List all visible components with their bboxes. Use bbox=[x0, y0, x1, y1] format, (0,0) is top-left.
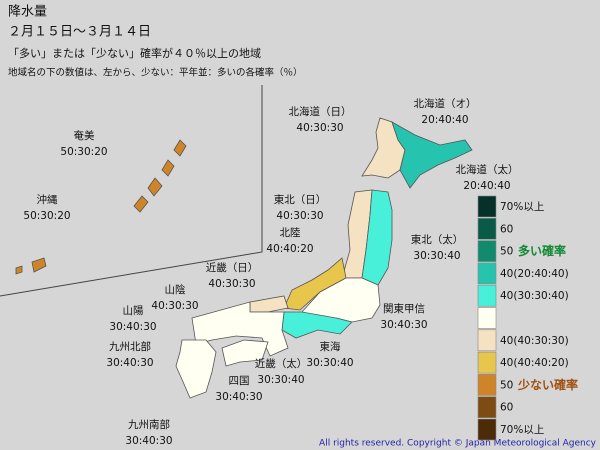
island bbox=[173, 139, 187, 157]
region-probs: 30:40:30 bbox=[109, 321, 156, 333]
region-name: 山陽 bbox=[123, 305, 144, 317]
legend-swatch bbox=[477, 284, 497, 307]
divider bbox=[0, 85, 263, 297]
region-probs: 40:30:30 bbox=[296, 122, 343, 134]
region-probs: 40:30:30 bbox=[276, 210, 323, 222]
region-name: 九州南部 bbox=[128, 418, 170, 431]
region-name: 九州北部 bbox=[109, 340, 151, 353]
copyright: All rights reserved. Copyright © Japan M… bbox=[319, 439, 597, 449]
legend-label: 60 bbox=[500, 402, 513, 414]
legend-label: 40(20:40:40) bbox=[500, 268, 569, 280]
subtitle: 「多い」または「少ない」確率が４０％以上の地域 bbox=[8, 46, 261, 60]
map-title: 降水量 bbox=[8, 5, 47, 20]
region-probs: 20:40:40 bbox=[463, 180, 510, 192]
region-probs: 40:30:30 bbox=[208, 278, 255, 290]
region-probs: 30:30:40 bbox=[257, 374, 304, 386]
region-name: 東海 bbox=[320, 340, 341, 353]
island bbox=[147, 177, 163, 197]
region-name: 近畿（日） bbox=[206, 261, 259, 274]
legend-swatch bbox=[477, 218, 497, 240]
legend-label: 50 bbox=[500, 379, 513, 391]
island bbox=[161, 159, 175, 177]
hokkaido-east bbox=[391, 121, 473, 189]
island bbox=[31, 257, 47, 273]
region-name: 北海道（太） bbox=[456, 163, 519, 176]
legend-swatch bbox=[477, 374, 497, 396]
tokai bbox=[281, 311, 353, 339]
note: 地域名の下の数値は、左から、少ない：平年並：多いの各確率（％） bbox=[8, 67, 303, 79]
island bbox=[15, 265, 23, 275]
region-name: 近畿（太） bbox=[255, 357, 308, 370]
region-probs: 50:30:20 bbox=[23, 210, 70, 222]
legend-swatch bbox=[477, 240, 497, 262]
region-name: 山陰 bbox=[165, 283, 186, 296]
region-name: 沖縄 bbox=[37, 193, 58, 206]
region-probs: 30:40:30 bbox=[106, 357, 153, 369]
region-name: 四国 bbox=[229, 375, 250, 387]
shikoku bbox=[221, 339, 269, 367]
legend-label: 60 bbox=[500, 223, 513, 235]
region-name: 奄美 bbox=[74, 129, 95, 142]
legend-label: 40(40:40:20) bbox=[500, 357, 569, 369]
region-probs: 30:40:30 bbox=[215, 391, 262, 403]
region-probs: 30:40:30 bbox=[380, 319, 427, 331]
region-probs: 30:30:40 bbox=[306, 357, 353, 369]
legend-label: 40(40:30:30) bbox=[500, 335, 569, 347]
region-probs: 20:40:40 bbox=[421, 114, 468, 126]
region-name: 北海道（オ） bbox=[414, 97, 477, 110]
legend-swatch bbox=[477, 351, 497, 374]
island bbox=[133, 195, 149, 213]
kinki-north bbox=[249, 295, 289, 313]
legend-label: 70%以上 bbox=[500, 424, 544, 436]
region-name: 東北（日） bbox=[274, 193, 327, 206]
region-probs: 30:30:40 bbox=[413, 250, 460, 262]
region-probs: 40:40:20 bbox=[266, 243, 313, 255]
region-name: 北陸 bbox=[280, 226, 301, 239]
legend-label: 40(30:30:40) bbox=[500, 290, 569, 302]
legend-swatch bbox=[477, 329, 497, 352]
legend-swatch bbox=[477, 396, 497, 419]
legend-swatch bbox=[477, 418, 497, 441]
region-name: 関東甲信 bbox=[383, 302, 425, 315]
legend-swatch bbox=[477, 307, 497, 329]
map bbox=[15, 117, 473, 399]
region-probs: 40:30:30 bbox=[151, 300, 198, 312]
legend-label: 50 bbox=[500, 246, 513, 258]
legend-less: 少ない確率 bbox=[517, 377, 578, 392]
region-probs: 50:30:20 bbox=[60, 146, 107, 158]
legend-swatch bbox=[477, 195, 497, 218]
legend-more: 多い確率 bbox=[518, 243, 566, 258]
period: ２月１５日〜３月１４日 bbox=[8, 25, 151, 40]
tohoku-east bbox=[361, 189, 393, 286]
legend-label: 70%以上 bbox=[500, 201, 544, 213]
legend-swatch bbox=[477, 262, 497, 285]
region-probs: 30:40:30 bbox=[125, 435, 172, 447]
region-name: 北海道（日） bbox=[289, 105, 352, 118]
region-name: 東北（太） bbox=[411, 233, 464, 246]
kyushu bbox=[175, 339, 217, 399]
